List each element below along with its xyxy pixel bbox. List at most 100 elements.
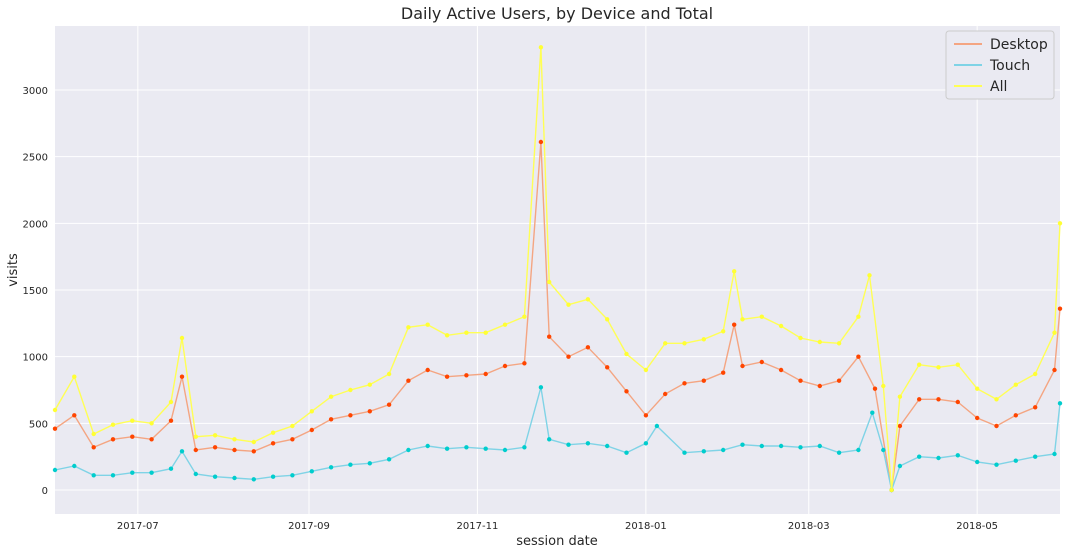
data-point-all (72, 374, 77, 379)
data-point-all (740, 317, 745, 322)
y-tick-label: 1500 (23, 286, 48, 297)
data-point-touch (110, 473, 116, 478)
data-point-desktop (936, 397, 941, 402)
data-point-all (328, 394, 334, 399)
data-point-all (889, 487, 894, 493)
data-point-all (522, 314, 527, 319)
data-point-all (1057, 221, 1063, 226)
data-point-desktop (836, 378, 842, 383)
legend-box (945, 30, 1055, 100)
data-point-touch (1013, 458, 1018, 463)
data-point-touch (994, 462, 999, 467)
y-tick-label: 0 (42, 486, 48, 497)
tick-labels: 0 500 1000 1500 2000 2500 3000 2017-07 2017-09 20… (23, 86, 999, 532)
data-point-desktop (406, 378, 411, 383)
data-point-touch (936, 455, 941, 461)
data-point-touch (464, 445, 469, 450)
data-point-desktop (168, 418, 174, 423)
y-tick-label: 2000 (23, 219, 48, 230)
data-point-all (110, 422, 116, 427)
data-point-desktop (798, 378, 803, 383)
data-point-all (759, 314, 764, 319)
data-point-touch (643, 441, 649, 446)
data-point-touch (149, 470, 154, 475)
data-point-touch (1033, 454, 1038, 459)
data-point-desktop (682, 381, 687, 386)
data-point-desktop (483, 371, 488, 377)
data-point-touch (328, 465, 334, 470)
data-point-all (1033, 371, 1038, 377)
data-point-desktop (917, 397, 922, 402)
data-point-desktop (663, 391, 668, 397)
data-point-desktop (193, 447, 198, 453)
data-point-touch (251, 477, 256, 482)
data-point-all (464, 330, 469, 335)
x-tick-label: 2017-11 (457, 521, 499, 532)
data-point-all (798, 335, 803, 341)
data-point-touch (348, 462, 353, 467)
data-point-all (149, 421, 154, 426)
data-point-touch (1057, 401, 1063, 406)
data-point-desktop (130, 434, 135, 439)
data-point-desktop (701, 378, 706, 383)
data-point-touch (654, 423, 660, 429)
data-point-all (663, 341, 668, 346)
data-point-touch (270, 474, 276, 479)
data-point-touch (701, 449, 706, 454)
data-point-desktop (994, 423, 999, 429)
data-point-all (348, 387, 353, 393)
data-point-desktop (348, 413, 353, 418)
data-point-all (367, 382, 372, 387)
data-point-all (168, 399, 174, 405)
data-point-all (1052, 330, 1057, 335)
data-point-desktop (624, 389, 629, 394)
y-axis-label: visits (6, 253, 21, 287)
data-point-desktop (740, 363, 745, 369)
data-point-touch (232, 475, 237, 481)
data-point-touch (290, 473, 295, 478)
data-point-desktop (897, 423, 903, 429)
data-point-desktop (52, 426, 58, 431)
data-point-touch (798, 445, 803, 450)
data-point-desktop (386, 402, 392, 407)
data-point-desktop (547, 334, 552, 339)
data-point-touch (52, 467, 58, 473)
data-point-touch (778, 443, 784, 449)
data-point-desktop (817, 383, 822, 389)
data-point-desktop (149, 437, 154, 442)
data-point-desktop (367, 409, 372, 414)
data-point-all (867, 273, 872, 278)
data-point-all (130, 418, 135, 423)
series-layer (52, 45, 1063, 493)
data-point-desktop (1033, 405, 1038, 410)
data-point-all (836, 341, 842, 346)
data-point-desktop (212, 445, 218, 450)
legend-label-desktop: Desktop (990, 37, 1048, 53)
data-point-touch (975, 459, 980, 465)
data-point-touch (682, 450, 687, 455)
data-point-touch (740, 442, 745, 447)
data-point-all (212, 433, 218, 438)
data-point-all (682, 341, 687, 346)
data-point-touch (309, 469, 314, 474)
data-point-desktop (566, 354, 571, 359)
data-point-all (721, 329, 726, 334)
y-tick-label: 500 (29, 419, 48, 430)
legend-label-all: All (990, 79, 1007, 95)
data-point-desktop (605, 365, 610, 370)
data-point-desktop (464, 373, 469, 378)
data-point-touch (538, 385, 544, 390)
data-point-all (386, 371, 392, 377)
data-point-desktop (309, 427, 314, 433)
data-point-all (566, 302, 571, 307)
data-point-all (91, 431, 96, 437)
data-point-touch (955, 453, 960, 458)
data-point-touch (881, 447, 886, 453)
data-point-desktop (778, 367, 784, 373)
x-tick-label: 2018-01 (625, 521, 667, 532)
data-point-all (232, 437, 237, 442)
data-point-touch (585, 441, 591, 446)
data-point-all (309, 409, 314, 414)
